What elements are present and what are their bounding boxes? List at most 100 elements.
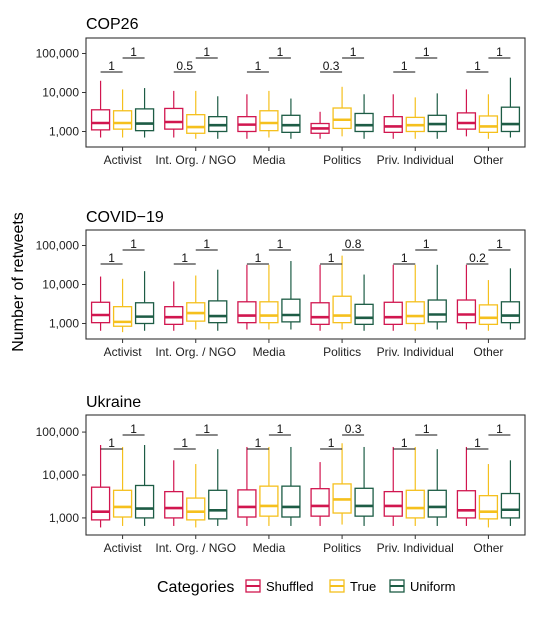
box-true: [332, 86, 352, 137]
legend-title: Categories: [157, 579, 234, 596]
significance-annotation: 1: [466, 436, 489, 450]
legend-entry-true: True: [329, 579, 376, 594]
significance-label: 1: [255, 436, 262, 450]
significance-annotation: 1: [415, 45, 438, 59]
box-body: [500, 106, 521, 133]
significance-annotation: 1: [122, 45, 145, 59]
significance-label: 1: [474, 59, 481, 73]
significance-annotation: 1: [122, 237, 145, 251]
box-uniform: [281, 98, 301, 139]
significance-label: 0.2: [469, 251, 486, 265]
significance-label: 1: [401, 59, 408, 73]
box-shuffled: [383, 446, 403, 526]
significance-annotation: 1: [100, 251, 123, 265]
x-tick-label: Activist: [104, 541, 143, 555]
significance-annotation: 0.3: [320, 59, 343, 73]
box-uniform: [500, 268, 521, 330]
significance-label: 1: [181, 436, 188, 450]
box-uniform: [500, 77, 521, 138]
x-tick-label: Media: [253, 541, 286, 555]
box-body: [281, 114, 301, 134]
box-body: [259, 485, 279, 517]
box-shuffled: [456, 89, 477, 137]
box-uniform: [500, 460, 521, 526]
significance-label: 1: [496, 422, 503, 436]
significance-label: 1: [423, 45, 430, 59]
box-body: [164, 490, 184, 519]
y-tick-label: 1,000: [49, 316, 79, 330]
significance-annotation: 1: [100, 436, 123, 450]
significance-annotation: 1: [488, 45, 511, 59]
box-shuffled: [456, 264, 477, 330]
panel-title: COVID−19: [86, 209, 164, 226]
significance-annotation: 1: [320, 436, 343, 450]
significance-annotation: 1: [393, 436, 416, 450]
panel-title: Ukraine: [86, 394, 141, 411]
box-true: [112, 278, 133, 333]
box-body: [478, 304, 499, 326]
significance-label: 1: [496, 237, 503, 251]
significance-annotation: 1: [393, 59, 416, 73]
significance-annotation: 1: [246, 59, 269, 73]
box-shuffled: [310, 462, 330, 526]
x-tick-label: Activist: [104, 153, 143, 167]
box-body: [112, 306, 133, 327]
x-tick-label: Politics: [323, 541, 361, 555]
significance-annotation: 0.2: [466, 251, 489, 265]
significance-label: 0.8: [345, 237, 362, 251]
x-tick-label: Priv. Individual: [377, 541, 454, 555]
significance-label: 0.5: [176, 59, 193, 73]
box-body: [259, 110, 279, 132]
box-shuffled: [90, 80, 111, 138]
box-body: [427, 299, 447, 323]
box-true: [478, 464, 499, 528]
box-uniform: [427, 93, 447, 139]
x-tick-label: Other: [473, 541, 503, 555]
y-tick-label: 10,000: [42, 278, 79, 292]
chart-panel: Ukraine 1,000 10,000 100,000 Activist Int. Or…: [36, 394, 526, 555]
box-body: [90, 301, 111, 324]
box-body: [281, 485, 301, 518]
box-shuffled: [310, 111, 330, 139]
box-true: [332, 443, 352, 525]
significance-annotation: 1: [173, 436, 196, 450]
box-body: [186, 497, 206, 521]
x-tick-label: Other: [473, 153, 503, 167]
chart-panel: COVID−19 1,000 10,000 100,000 Activist Int. O…: [36, 209, 526, 359]
box-uniform: [427, 264, 447, 330]
box-shuffled: [310, 264, 330, 331]
significance-annotation: 0.3: [342, 422, 365, 436]
box-true: [186, 464, 206, 528]
significance-label: 0.3: [323, 59, 340, 73]
x-tick-label: Politics: [323, 345, 361, 359]
x-tick-label: Politics: [323, 153, 361, 167]
box-true: [186, 90, 206, 139]
box-body: [112, 110, 133, 130]
box-uniform: [354, 94, 374, 139]
significance-annotation: 1: [268, 45, 291, 59]
x-tick-label: Priv. Individual: [377, 153, 454, 167]
box-true: [405, 446, 425, 526]
significance-label: 1: [203, 422, 210, 436]
significance-annotation: 1: [195, 45, 218, 59]
significance-annotation: 1: [488, 237, 511, 251]
box-uniform: [134, 88, 155, 138]
legend-entry-uniform: Uniform: [389, 579, 456, 594]
significance-label: 1: [350, 45, 357, 59]
box-shuffled: [456, 446, 477, 526]
box-body: [405, 301, 425, 325]
significance-annotation: 1: [268, 237, 291, 251]
box-shuffled: [164, 90, 184, 138]
significance-annotation: 1: [195, 422, 218, 436]
box-body: [134, 302, 155, 325]
significance-annotation: 1: [246, 251, 269, 265]
box-body: [456, 299, 477, 324]
significance-annotation: 0.8: [342, 237, 365, 251]
box-uniform: [208, 449, 228, 526]
x-tick-label: Priv. Individual: [377, 345, 454, 359]
box-uniform: [134, 271, 155, 331]
significance-label: 0.3: [345, 422, 362, 436]
chart-panel: COP26 1,000 10,000 100,000 Activist Int. Org.…: [36, 16, 526, 167]
box-body: [90, 109, 111, 131]
